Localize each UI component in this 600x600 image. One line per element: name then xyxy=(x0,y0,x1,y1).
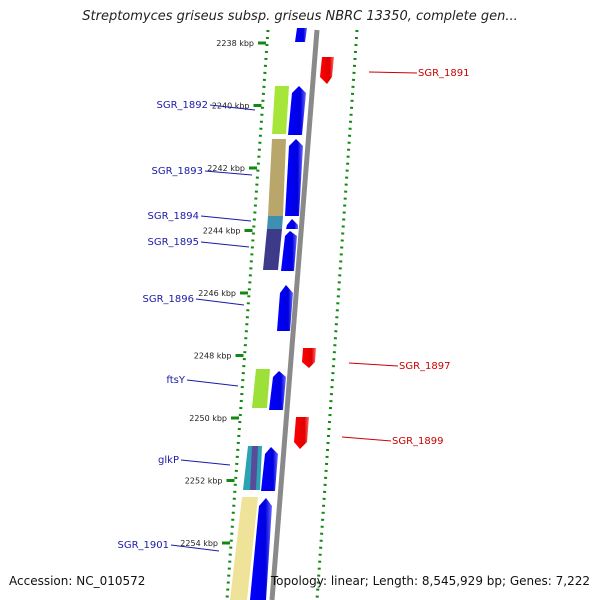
position-label: 2240 kbp xyxy=(212,102,250,111)
gene-leader-line xyxy=(341,436,392,442)
gene-arrow-sgr1892 xyxy=(288,86,306,135)
map-title: Streptomyces griseus subsp. griseus NBRC… xyxy=(82,9,518,24)
gene-arrow-sgr1893 xyxy=(285,139,303,216)
gene-label[interactable]: SGR_1896 xyxy=(143,294,195,305)
genome-summary: Topology: linear; Length: 8,545,929 bp; … xyxy=(270,574,590,588)
gene-label[interactable]: glkP xyxy=(158,455,179,466)
gene-leader-line xyxy=(348,362,399,367)
gene-arrow-sgr1891 xyxy=(320,57,334,84)
reverse-genes xyxy=(294,57,334,449)
feature-bar-sgr1901 xyxy=(230,497,258,600)
feature-bar-ftsy xyxy=(252,369,270,408)
gene-arrow-sgr1901 xyxy=(250,498,272,600)
forward-genes xyxy=(250,28,307,600)
gene-leader-line xyxy=(170,544,220,552)
gene-label[interactable]: ftsY xyxy=(166,375,185,386)
left-dotted-track xyxy=(225,29,270,600)
feature-bar-sgr1895 xyxy=(263,229,282,270)
position-label: 2242 kbp xyxy=(207,164,245,173)
gene-label[interactable]: SGR_1894 xyxy=(148,211,200,222)
position-ticks: 2238 kbp 2240 kbp 2242 kbp 2244 kbp 2246 kbp… xyxy=(180,39,266,548)
gene-leader-line xyxy=(195,298,245,306)
gene-arrow-sgr1895 xyxy=(281,231,297,271)
gene-labels: SGR_1892 SGR_1893 SGR_1894 SGR_1895 SGR_1896… xyxy=(118,68,470,552)
gene-label[interactable]: SGR_1893 xyxy=(152,166,204,177)
position-label: 2248 kbp xyxy=(194,352,232,361)
gene-arrow-ftsy xyxy=(269,371,286,410)
feature-bar-sgr1893 xyxy=(268,139,286,216)
gene-arrow-sgr1897 xyxy=(302,348,316,368)
feature-bars xyxy=(230,86,289,600)
gene-arrow-top xyxy=(295,28,307,42)
position-label: 2254 kbp xyxy=(180,539,218,548)
gene-leader-line xyxy=(209,104,256,111)
gene-leader-line xyxy=(180,459,231,466)
gene-leader-line xyxy=(368,71,418,74)
gene-label[interactable]: SGR_1891 xyxy=(418,68,470,79)
gene-label[interactable]: SGR_1897 xyxy=(399,361,451,372)
position-label: 2244 kbp xyxy=(203,227,241,236)
gene-label[interactable]: SGR_1901 xyxy=(118,540,170,551)
gene-arrow-sgr1894 xyxy=(286,219,298,229)
accession-label: Accession: NC_010572 xyxy=(9,574,146,588)
gene-arrow-sgr1899 xyxy=(294,417,309,449)
feature-bar-sgr1892 xyxy=(272,86,289,134)
gene-label[interactable]: SGR_1892 xyxy=(157,100,209,111)
gene-label[interactable]: SGR_1899 xyxy=(392,436,444,447)
gene-leader-line xyxy=(200,241,250,248)
backbone-line xyxy=(269,29,320,600)
gene-arrow-glkp xyxy=(261,447,278,491)
gene-leader-line xyxy=(204,170,253,176)
position-label: 2238 kbp xyxy=(216,39,254,48)
gene-arrow-sgr1896 xyxy=(277,285,293,331)
gene-leader-line xyxy=(200,215,252,222)
position-label: 2250 kbp xyxy=(189,414,227,423)
position-label: 2252 kbp xyxy=(185,477,223,486)
position-label: 2246 kbp xyxy=(198,289,236,298)
gene-leader-line xyxy=(186,379,239,387)
right-dotted-track xyxy=(315,29,359,600)
feature-bar-glkp-inner xyxy=(250,446,258,490)
feature-bar-sgr1894 xyxy=(267,216,283,229)
gene-label[interactable]: SGR_1895 xyxy=(148,237,200,248)
